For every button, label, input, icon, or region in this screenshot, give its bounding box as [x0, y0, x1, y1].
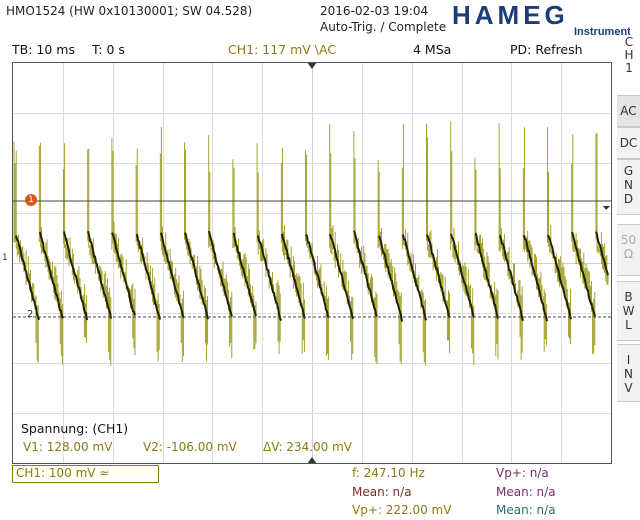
coupling-dc-button[interactable]: DC	[617, 127, 640, 159]
frequency-measure: f: 247.10 Hz	[352, 466, 425, 480]
cursor-v1: V1: 128.00 mV	[23, 440, 113, 454]
logo-text: HAMEG	[452, 2, 569, 30]
trigger-position-marker-bottom	[307, 457, 317, 463]
logo-subtext: Instruments	[574, 26, 630, 36]
waveform-area	[13, 63, 611, 463]
cursor-measure-title: Spannung: (CH1)	[21, 421, 129, 436]
trigger-status: Auto-Trig. / Complete	[320, 20, 447, 34]
channel-setting[interactable]: CH1: 117 mV \AC	[228, 42, 337, 57]
ch1-waveform-average	[15, 230, 609, 322]
hameg-logo: HAMEG Instruments	[452, 2, 630, 36]
ch1-waveform-envelope	[13, 121, 609, 366]
datetime: 2016-02-03 19:04	[320, 4, 429, 18]
scope-display[interactable]: 1 2 Spannung: (CH1) V1: 128.00 mV V2: -1…	[12, 62, 612, 464]
vp-plus-measure: Vp+: n/a	[496, 466, 549, 480]
ch1-scale-box[interactable]: CH1: 100 mV ≈	[12, 465, 159, 483]
graticule-grid	[13, 63, 611, 463]
cursor-v2: V2: -106.00 mV	[143, 440, 237, 454]
sample-rate: 4 MSa	[413, 42, 452, 57]
cursor2-marker[interactable]: 2	[27, 309, 34, 320]
cursor1-marker[interactable]: 1	[25, 194, 37, 206]
channel-menu-label: C H 1	[624, 35, 634, 75]
trigger-position-marker	[307, 63, 317, 69]
timebase[interactable]: TB: 10 ms	[12, 42, 75, 57]
ch1-ground-marker[interactable]: 1	[2, 253, 8, 263]
mean-measure-2: Mean: n/a	[496, 485, 556, 499]
mean-measure-3: Mean: n/a	[496, 503, 556, 517]
trigger-level-arrow	[603, 206, 610, 210]
ch1-waveform	[13, 121, 609, 366]
device-info: HMO1524 (HW 0x10130001; SW 04.528)	[6, 4, 253, 18]
cursor-delta-v: ΔV: 234.00 mV	[263, 440, 352, 454]
impedance-50-ohm-button[interactable]: 50 Ω	[617, 224, 640, 276]
mean-measure-1: Mean: n/a	[352, 485, 412, 499]
trigger-time[interactable]: T: 0 s	[92, 42, 125, 57]
ch1-scale: CH1: 100 mV ≈	[16, 466, 110, 480]
vpp-measure: Vp+: 222.00 mV	[352, 503, 452, 517]
peak-detect-mode[interactable]: PD: Refresh	[510, 42, 583, 57]
coupling-ac-button[interactable]: AC	[617, 95, 640, 127]
